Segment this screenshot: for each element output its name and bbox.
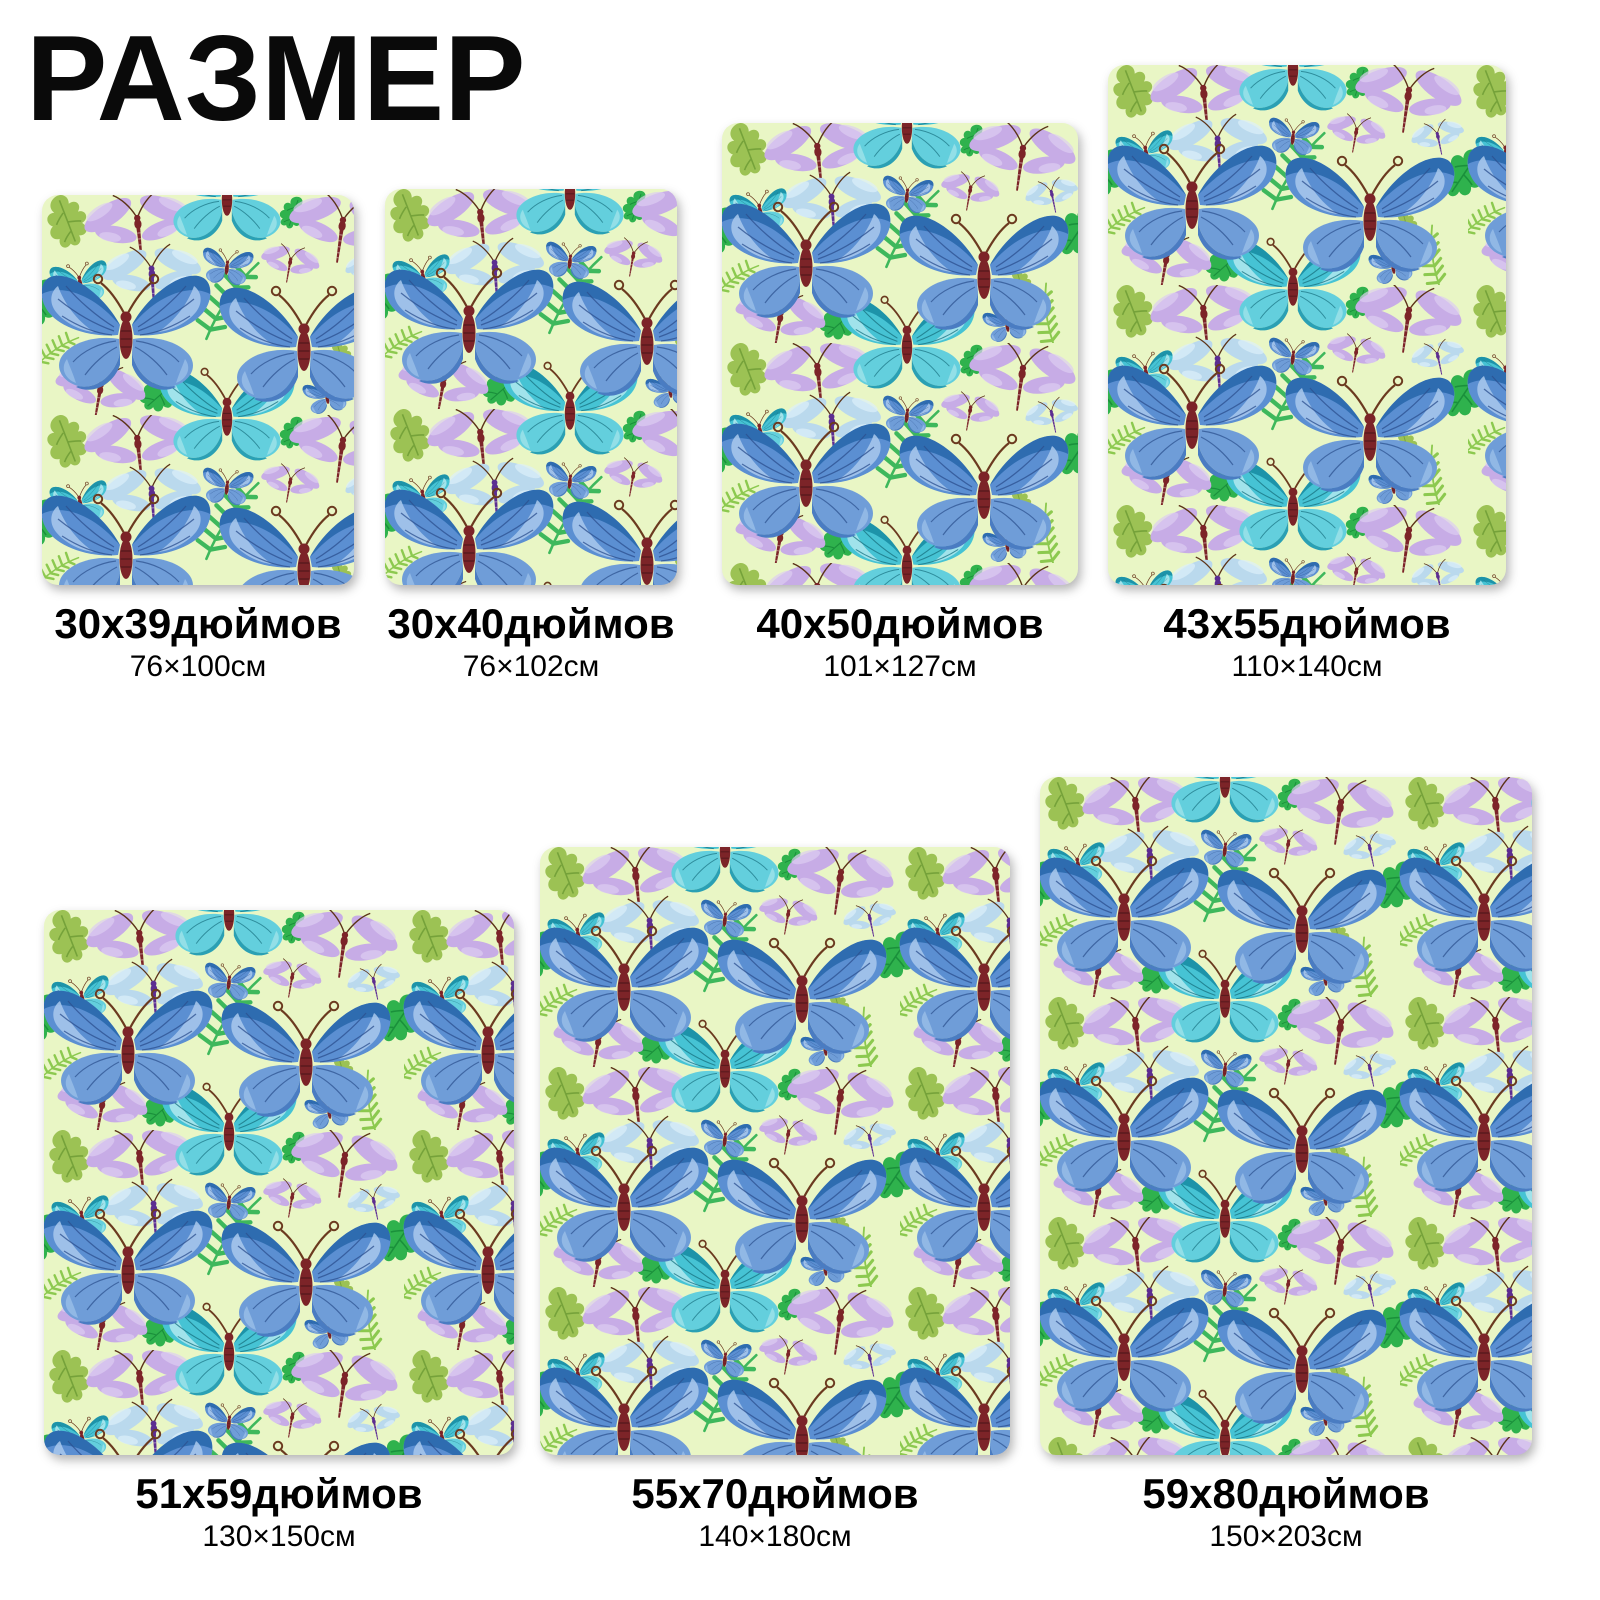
fabric-swatch-40x50 [722,123,1078,585]
size-label-inches: 40x50дюймов [756,600,1044,647]
size-label-inches: 30x40дюймов [387,600,675,647]
size-option-43x55: 43x55дюймов 110×140см [1108,65,1506,683]
fabric-swatch-59x80 [1040,777,1532,1455]
size-label-cm: 76×102см [462,650,600,684]
size-label-cm: 101×127см [823,650,977,684]
size-label-inches: 30x39дюймов [54,600,342,647]
size-label-cm: 110×140см [1231,650,1383,684]
fabric-swatch-43x55 [1108,65,1506,585]
size-label-cm: 150×203см [1209,1520,1363,1554]
size-option-51x59: 51x59дюймов 130×150см [44,910,514,1553]
size-label-inches: 43x55дюймов [1163,600,1451,647]
size-label-inches: 55x70дюймов [631,1470,919,1517]
fabric-swatch-30x40 [385,189,677,585]
size-label-cm: 76×100см [129,650,267,684]
size-option-55x70: 55x70дюймов 140×180см [540,847,1010,1553]
fabric-swatch-55x70 [540,847,1010,1455]
size-option-30x40: 30x40дюймов 76×102см [385,189,677,683]
size-option-40x50: 40x50дюймов 101×127см [722,123,1078,683]
fabric-swatch-51x59 [44,910,514,1455]
size-label-inches: 59x80дюймов [1142,1470,1430,1517]
size-label-inches: 51x59дюймов [135,1470,423,1517]
size-label-cm: 130×150см [202,1520,356,1554]
size-option-30x39: 30x39дюймов 76×100см [42,195,354,683]
fabric-swatch-30x39 [42,195,354,585]
size-option-59x80: 59x80дюймов 150×203см [1040,777,1532,1553]
page-title: РАЗМЕР [26,10,526,146]
size-label-cm: 140×180см [698,1520,852,1554]
